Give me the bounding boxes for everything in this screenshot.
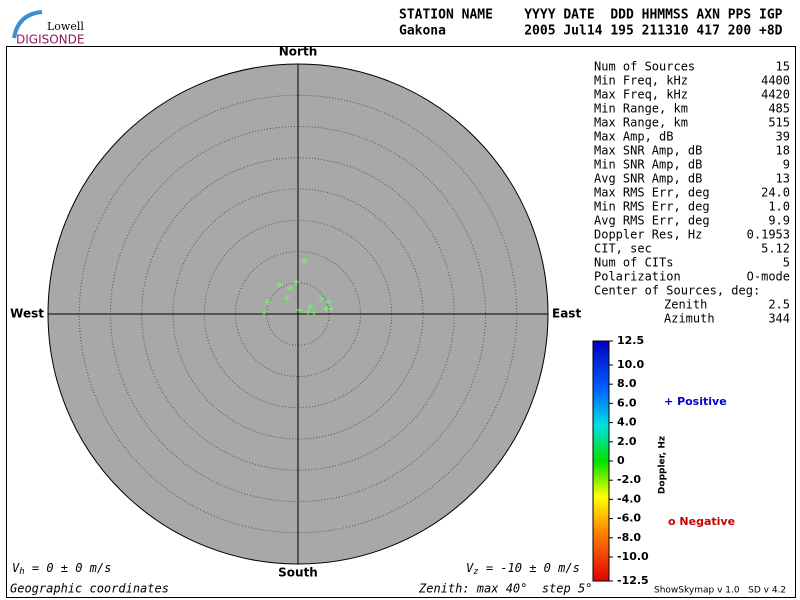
colorbar-tick-label: -12.5 [617, 574, 649, 587]
stat-label: Zenith [664, 298, 707, 312]
stat-value: 485 [768, 102, 790, 116]
colorbar-tick-label: -2.0 [617, 473, 641, 486]
stat-value: 0.1953 [747, 228, 790, 242]
north-label: North [279, 45, 317, 59]
stat-label: Avg SNR Amp, dB [594, 172, 702, 186]
colorbar-tick-label: -10.0 [617, 550, 649, 563]
stat-label: Min SNR Amp, dB [594, 158, 702, 172]
legend-symbol: + [664, 395, 673, 408]
stat-label: Center of Sources, deg: [594, 284, 760, 298]
legend-negative: o Negative [668, 515, 735, 528]
colorbar-label: Doppler, Hz [658, 436, 668, 494]
source-marker [287, 285, 293, 291]
vz-annotation: Vz = -10 ± 0 m/s [466, 561, 580, 577]
stat-value: 2.5 [768, 298, 790, 312]
source-marker [301, 258, 307, 264]
stat-label: Max Freq, kHz [594, 88, 688, 102]
source-marker [311, 310, 317, 316]
colorbar-tick-label: -6.0 [617, 512, 641, 525]
source-marker [293, 279, 299, 285]
frame [6, 46, 796, 598]
stat-label: Doppler Res, Hz [594, 228, 702, 242]
colorbar-tick-label: 4.0 [617, 416, 637, 429]
source-marker [326, 299, 332, 305]
stat-label: Polarization [594, 270, 681, 284]
stat-label: Num of CITs [594, 256, 673, 270]
stat-label: Max Amp, dB [594, 130, 673, 144]
legend-positive: + Positive [664, 395, 727, 408]
stat-label: Num of Sources [594, 60, 695, 74]
source-marker [307, 304, 313, 310]
stat-value: 5 [783, 256, 790, 270]
stat-label: Min Freq, kHz [594, 74, 688, 88]
stat-label: CIT, sec [594, 242, 652, 256]
stat-value: 24.0 [761, 186, 790, 200]
stat-value: 13 [776, 172, 790, 186]
source-marker [265, 299, 271, 305]
stat-value: 4420 [761, 88, 790, 102]
stat-value: 4400 [761, 74, 790, 88]
stat-value: 5.12 [761, 242, 790, 256]
header-line: STATION NAME YYYY DATE DDD HHMMSS AXN PP… [399, 8, 783, 23]
stat-value: O-mode [747, 270, 790, 284]
source-marker [296, 307, 302, 313]
stat-label: Avg RMS Err, deg [594, 214, 710, 228]
stat-label: Azimuth [664, 312, 715, 326]
stat-label: Min Range, km [594, 102, 688, 116]
logo-top: Lowell [47, 20, 84, 33]
zenith-annotation: Zenith: max 40° step 5° [418, 582, 592, 596]
logo-bottom: DIGISONDE [16, 33, 84, 47]
stat-value: 18 [776, 144, 790, 158]
colorbar-tick-label: 8.0 [617, 377, 637, 390]
east-label: East [552, 307, 581, 321]
source-marker [261, 310, 267, 316]
stat-label: Max Range, km [594, 116, 688, 130]
version: ShowSkymap v 1.0 SD v 4.2 [654, 586, 786, 596]
west-label: West [10, 307, 44, 321]
colorbar-tick-label: -4.0 [617, 492, 641, 505]
source-marker [305, 309, 311, 315]
header-line: Gakona 2005 Jul14 195 211310 417 200 +8D [399, 24, 783, 39]
legend-text: Negative [679, 515, 735, 528]
source-marker [323, 306, 329, 312]
stat-label: Max SNR Amp, dB [594, 144, 702, 158]
stat-value: 344 [768, 312, 790, 326]
source-marker [277, 282, 283, 288]
source-marker [318, 296, 324, 302]
vh-annotation: Vh = 0 ± 0 m/s [12, 561, 111, 577]
stat-value: 515 [768, 116, 790, 130]
source-marker [284, 295, 290, 301]
logo-swoosh [12, 10, 43, 39]
stat-value: 39 [776, 130, 790, 144]
colorbar-tick-label: -8.0 [617, 531, 641, 544]
stat-value: 1.0 [768, 200, 790, 214]
colorbar-tick-label: 12.5 [617, 334, 644, 347]
colorbar-tick-label: 6.0 [617, 396, 637, 409]
coords-annotation: Geographic coordinates [10, 582, 169, 596]
stat-label: Min RMS Err, deg [594, 200, 710, 214]
stat-value: 9 [783, 158, 790, 172]
legend-text: Positive [677, 395, 727, 408]
colorbar-tick-label: 0 [617, 454, 625, 467]
stat-label: Max RMS Err, deg [594, 186, 710, 200]
colorbar-tick-label: 10.0 [617, 358, 644, 371]
stat-value: 15 [776, 60, 790, 74]
legend-symbol: o [668, 515, 676, 528]
colorbar-tick-label: 2.0 [617, 435, 637, 448]
stat-value: 9.9 [768, 214, 790, 228]
colorbar [592, 340, 610, 582]
south-label: South [278, 566, 318, 580]
